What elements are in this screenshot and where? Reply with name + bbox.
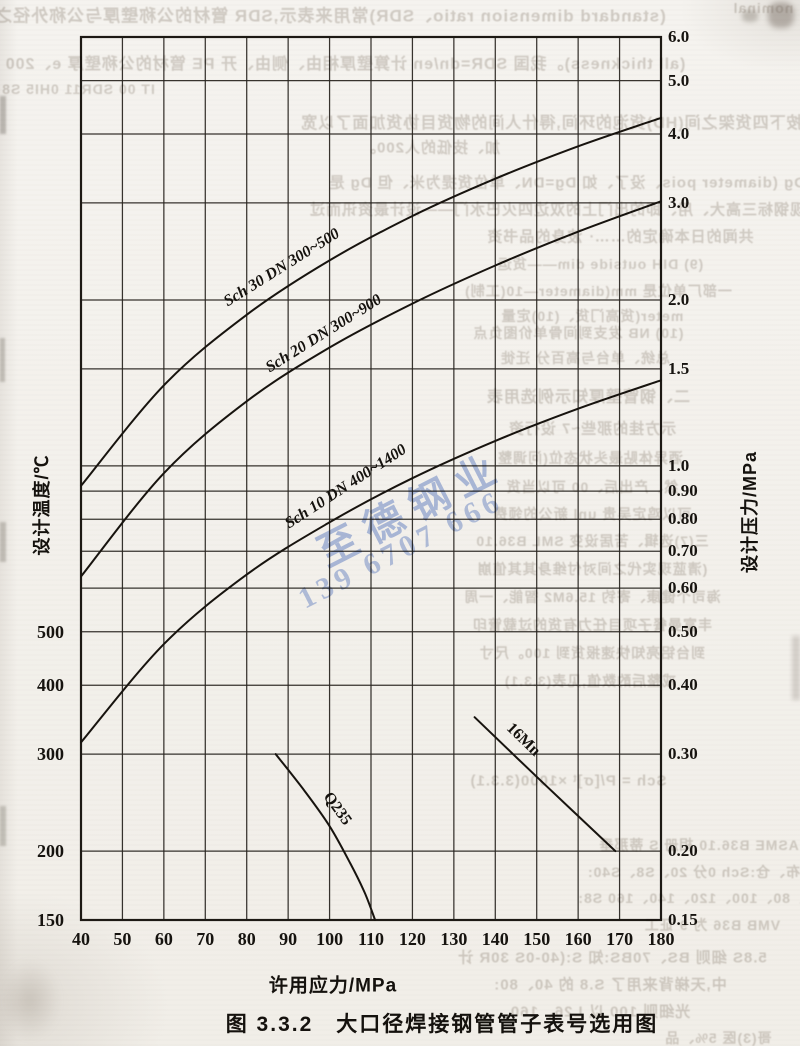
x-axis-title: 许用应力/MPa — [268, 975, 398, 997]
pressure-tick-label: 0.90 — [668, 481, 698, 501]
x-tick-label: 150 — [523, 929, 551, 949]
pressure-tick-label: 0.30 — [668, 744, 698, 764]
pressure-tick-label: 1.5 — [668, 358, 690, 378]
x-tick-label: 120 — [398, 929, 426, 949]
x-tick-label: 160 — [564, 929, 592, 949]
temperature-tick-label: 400 — [37, 675, 64, 696]
temperature-tick-label: 150 — [37, 910, 64, 930]
x-tick-label: 40 — [72, 929, 90, 949]
x-tick-label: 60 — [154, 929, 173, 949]
pressure-tick-label: 5.0 — [668, 70, 690, 90]
pressure-tick-label: 3.0 — [668, 192, 690, 212]
pressure-tick-label: 0.60 — [668, 578, 698, 598]
temperature-tick-label: 200 — [37, 841, 64, 862]
x-tick-label: 130 — [440, 929, 468, 949]
x-tick-label: 110 — [357, 929, 384, 949]
curve-sch10 — [80, 379, 662, 744]
x-tick-label: 80 — [237, 929, 256, 949]
pressure-tick-label: 0.40 — [668, 675, 698, 695]
curve-q235 — [274, 753, 377, 921]
pressure-tick-label: 0.70 — [668, 541, 698, 561]
x-tick-label: 90 — [279, 929, 298, 949]
temperature-tick-label: 300 — [37, 744, 64, 765]
x-tick-label: 180 — [647, 929, 675, 949]
pressure-tick-label: 0.50 — [668, 621, 698, 641]
plot-border — [79, 35, 663, 922]
left-y-axis-title: 设计温度/℃ — [32, 454, 52, 556]
pressure-tick-label: 6.0 — [668, 27, 690, 46]
x-tick-label: 100 — [316, 929, 344, 949]
pressure-tick-label: 0.20 — [668, 841, 698, 861]
x-tick-label: 140 — [481, 929, 509, 949]
pressure-tick-label: 4.0 — [668, 124, 690, 144]
curve-sch30 — [80, 116, 662, 487]
temperature-tick-label: 500 — [37, 621, 64, 642]
x-tick-label: 170 — [606, 929, 634, 949]
pressure-tick-label: 0.15 — [668, 910, 698, 929]
x-tick-label: 50 — [113, 929, 132, 949]
curve-16mn — [473, 716, 617, 853]
pressure-tick-label: 1.0 — [668, 455, 690, 475]
pressure-tick-label: 0.80 — [668, 509, 698, 529]
curve-sch20 — [80, 200, 662, 578]
x-tick-label: 70 — [196, 929, 215, 949]
figure-caption: 图 3.3.2 大口径焊接钢管管子表号选用图 — [225, 1013, 659, 1036]
pressure-tick-label: 2.0 — [668, 289, 690, 309]
right-y-axis-title: 设计压力/MPa — [740, 450, 760, 574]
